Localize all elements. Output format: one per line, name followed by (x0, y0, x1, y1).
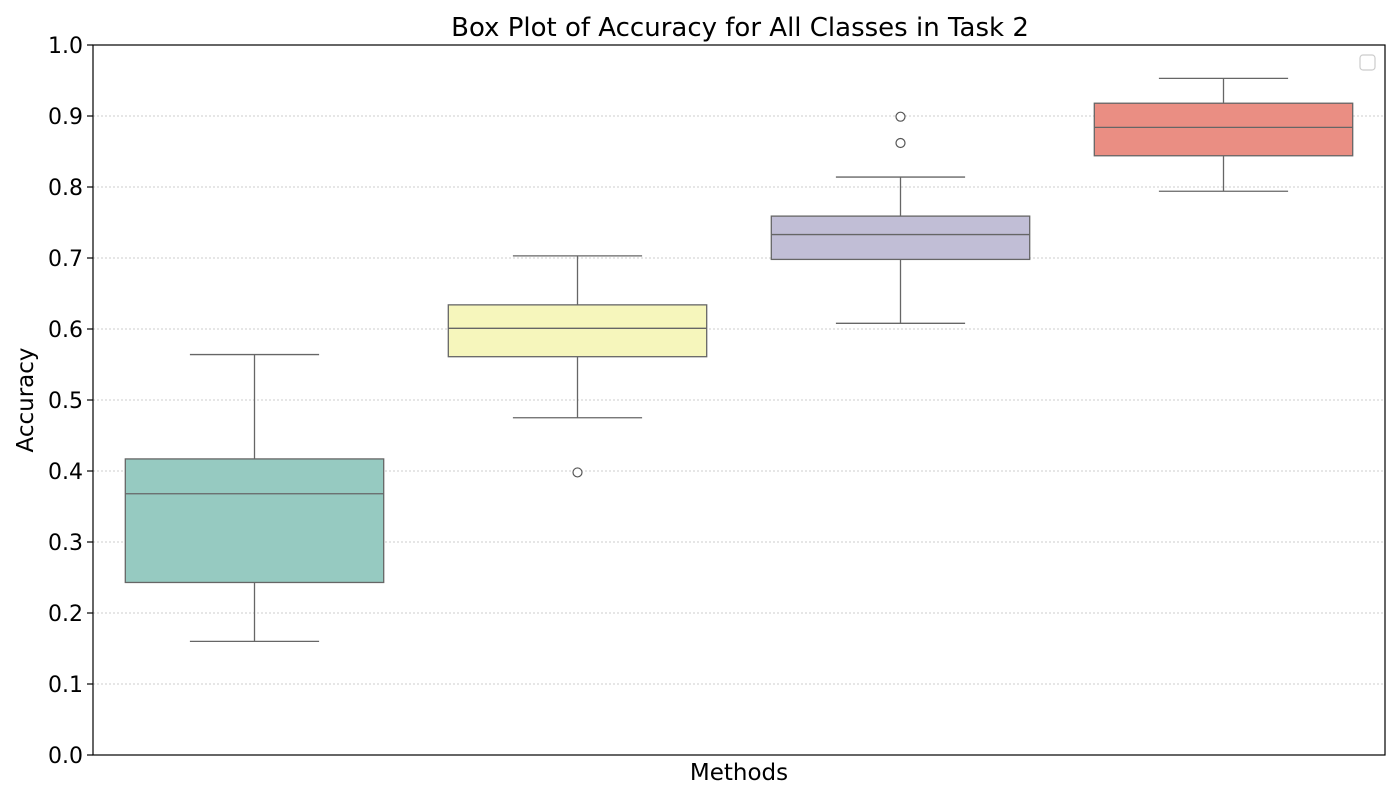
chart-title: Box Plot of Accuracy for All Classes in … (451, 13, 1029, 43)
y-tick-label: 0.3 (48, 531, 83, 556)
x-axis-label: Methods (690, 760, 788, 786)
y-tick-label: 0.2 (48, 602, 83, 627)
y-tick-label: 0.0 (48, 744, 83, 769)
grid-lines (93, 115, 1385, 685)
outlier-point (572, 467, 583, 478)
box-group (447, 255, 708, 478)
interquartile-box (124, 458, 385, 584)
y-tick-label: 0.7 (48, 247, 83, 272)
box-plots (124, 77, 1354, 643)
y-tick-label: 0.8 (48, 176, 83, 201)
interquartile-box (447, 304, 708, 358)
y-tick-label: 0.4 (48, 460, 83, 485)
y-tick-label: 0.6 (48, 318, 83, 343)
box-group (770, 111, 1031, 324)
y-tick-label: 0.1 (48, 673, 83, 698)
outlier-point (895, 137, 906, 149)
y-tick-label: 1.0 (48, 34, 83, 59)
interquartile-box (1093, 102, 1354, 157)
y-tick-label: 0.5 (48, 389, 83, 414)
y-axis-ticks: 0.0 0.1 0.2 0.3 0.4 0.5 0.6 0.7 0.8 0.9 1.0 (48, 34, 93, 769)
outlier-point (895, 111, 906, 122)
box-group (1093, 77, 1354, 192)
y-tick-label: 0.9 (48, 105, 83, 130)
box-group (124, 353, 385, 643)
legend (1359, 54, 1376, 71)
y-axis-label: Accuracy (13, 347, 39, 452)
interquartile-box (770, 215, 1031, 261)
